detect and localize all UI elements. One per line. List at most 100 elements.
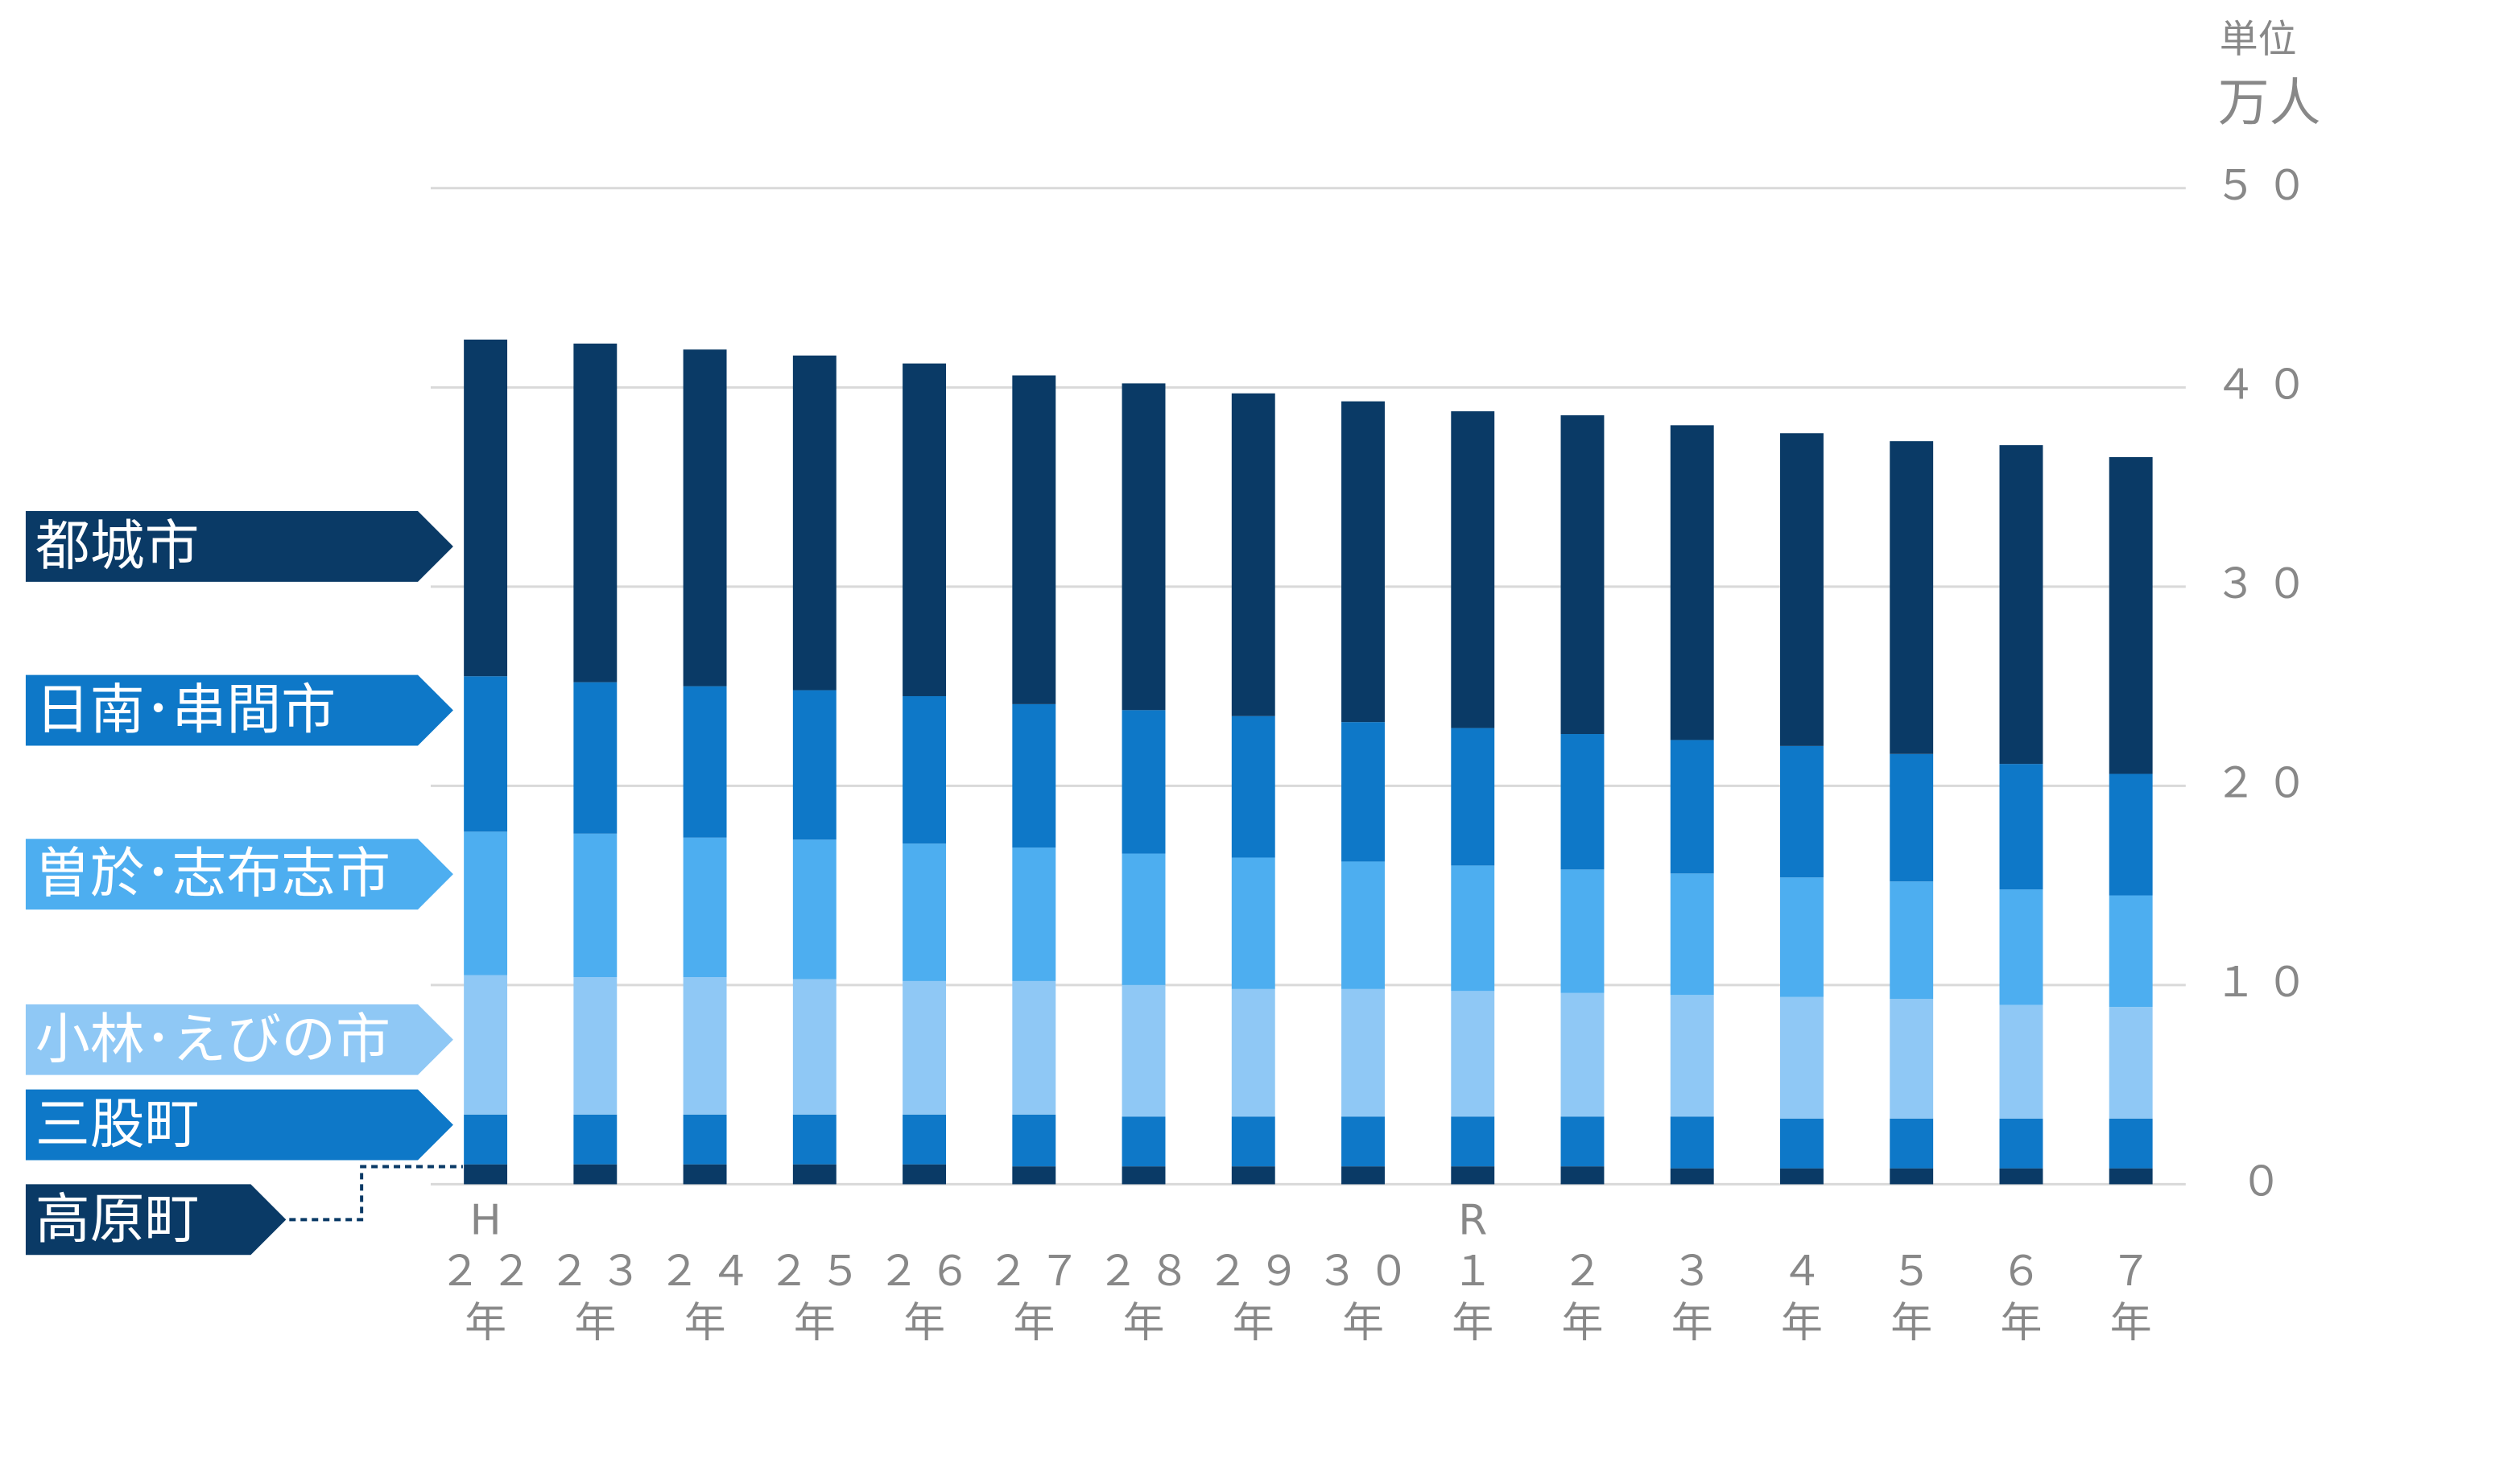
bar-segment xyxy=(1231,1116,1275,1167)
bar-segment xyxy=(573,976,618,1115)
x-tick-label: 年 xyxy=(2110,1299,2162,1347)
bar-segment xyxy=(683,349,727,687)
x-tick-label: 年 xyxy=(465,1299,516,1347)
bar-segment xyxy=(903,1164,946,1185)
bar-segment xyxy=(464,975,508,1115)
bar-segment xyxy=(1890,753,1934,882)
x-tick-label: 年 xyxy=(1342,1299,1394,1347)
bar-segment xyxy=(1670,1116,1714,1169)
x-tick-label: ３０ xyxy=(1316,1247,1419,1296)
bar-segment xyxy=(1670,995,1714,1117)
bar-segment xyxy=(792,690,837,840)
bar-segment xyxy=(573,1164,618,1185)
bar-segment xyxy=(1780,996,1824,1119)
bar-segment xyxy=(1999,1118,2043,1169)
x-tick-label: 年 xyxy=(684,1299,736,1347)
bar-segment xyxy=(1999,1004,2043,1119)
bar-segment xyxy=(792,1114,837,1165)
x-tick-label: ６ xyxy=(2000,1247,2051,1296)
bar-segment xyxy=(2109,1007,2153,1119)
bar-segment xyxy=(683,976,727,1115)
bar-segment xyxy=(1999,764,2043,890)
bar-segment xyxy=(2109,895,2153,1008)
bar-segment xyxy=(1231,988,1275,1117)
bar-segment xyxy=(1122,984,1166,1117)
bar-segment xyxy=(1670,873,1714,996)
bar-segment xyxy=(1890,1168,1934,1185)
bar-segment xyxy=(1012,980,1056,1115)
x-tick-label: ５ xyxy=(1890,1247,1942,1296)
bar-segment xyxy=(1670,740,1714,874)
x-tick-label: 年 xyxy=(794,1299,845,1347)
bar-segment xyxy=(903,363,946,696)
x-tick-label: ２６ xyxy=(878,1247,981,1296)
bar-segment xyxy=(1122,710,1166,854)
x-tick-label: R xyxy=(1458,1196,1497,1244)
bar-segment xyxy=(2109,1118,2153,1169)
bar-segment xyxy=(1451,728,1495,866)
x-tick-label: 年 xyxy=(1123,1299,1175,1347)
x-tick-label: 年 xyxy=(2000,1299,2051,1347)
legend-label: 日南･串間市 xyxy=(35,678,336,742)
bar-segment xyxy=(1231,857,1275,989)
bar-segment xyxy=(1122,1166,1166,1185)
legend-marker xyxy=(25,1184,287,1256)
bar-segment xyxy=(1670,425,1714,740)
bar-segment xyxy=(464,676,508,832)
x-tick-label: 年 xyxy=(1013,1299,1064,1347)
bar-segment xyxy=(1012,375,1056,704)
y-tick-label: ４０ xyxy=(2215,361,2318,409)
x-tick-label: ４ xyxy=(1781,1247,1832,1296)
bar-segment xyxy=(683,686,727,838)
bar-segment xyxy=(573,1114,618,1165)
legend-marker xyxy=(25,1089,453,1161)
bar-segment xyxy=(1560,414,1605,735)
bar-segment xyxy=(1560,1166,1605,1185)
x-tick-label: ２４ xyxy=(659,1247,762,1296)
x-tick-label: 年 xyxy=(1452,1299,1503,1347)
bar-segment xyxy=(903,695,946,844)
bar-segment xyxy=(1341,401,1385,723)
x-tick-label: ２９ xyxy=(1207,1247,1310,1296)
bar-segment xyxy=(1451,991,1495,1117)
x-tick-label: ２８ xyxy=(1097,1247,1200,1296)
legend-label: 小林･えびの市 xyxy=(35,1008,390,1071)
bar-segment xyxy=(792,355,837,691)
bar-segment xyxy=(1012,703,1056,848)
y-tick-label: ０ xyxy=(2241,1157,2292,1206)
bar-segment xyxy=(1341,1116,1385,1167)
legend-label: 都城市 xyxy=(35,514,200,578)
bar-segment xyxy=(1341,861,1385,989)
bar-segment xyxy=(1670,1168,1714,1185)
bar-segment xyxy=(683,837,727,977)
x-tick-label: ２２ xyxy=(439,1247,542,1296)
bar-segment xyxy=(464,1114,508,1165)
bar-segment xyxy=(1451,1166,1495,1185)
bar-segment xyxy=(1560,992,1605,1117)
x-tick-label: 年 xyxy=(574,1299,626,1347)
bar-segment xyxy=(1341,1166,1385,1185)
bar-segment xyxy=(1341,722,1385,862)
x-tick-label: １ xyxy=(1452,1247,1503,1296)
bar-segment xyxy=(1451,1116,1495,1167)
bar-segment xyxy=(903,980,946,1115)
x-tick-label: 年 xyxy=(1562,1299,1613,1347)
legend-marker xyxy=(25,674,453,746)
bar-segment xyxy=(1341,988,1385,1117)
bar-segment xyxy=(1999,1168,2043,1185)
bar-segment xyxy=(1780,1168,1824,1185)
y-tick-label: １０ xyxy=(2215,959,2318,1007)
bar-segment xyxy=(464,831,508,975)
x-tick-label: ２７ xyxy=(987,1247,1090,1296)
x-tick-label: 年 xyxy=(1781,1299,1832,1347)
x-tick-label: 年 xyxy=(1890,1299,1942,1347)
bar-segment xyxy=(1999,889,2043,1005)
bar-segment xyxy=(903,1114,946,1165)
bar-segment xyxy=(1780,433,1824,746)
bar-segment xyxy=(792,979,837,1115)
bar-segment xyxy=(1012,847,1056,981)
bar-segment xyxy=(1122,1116,1166,1167)
x-tick-label: 年 xyxy=(1671,1299,1723,1347)
bar-segment xyxy=(573,682,618,834)
bar-segment xyxy=(1890,1118,1934,1169)
